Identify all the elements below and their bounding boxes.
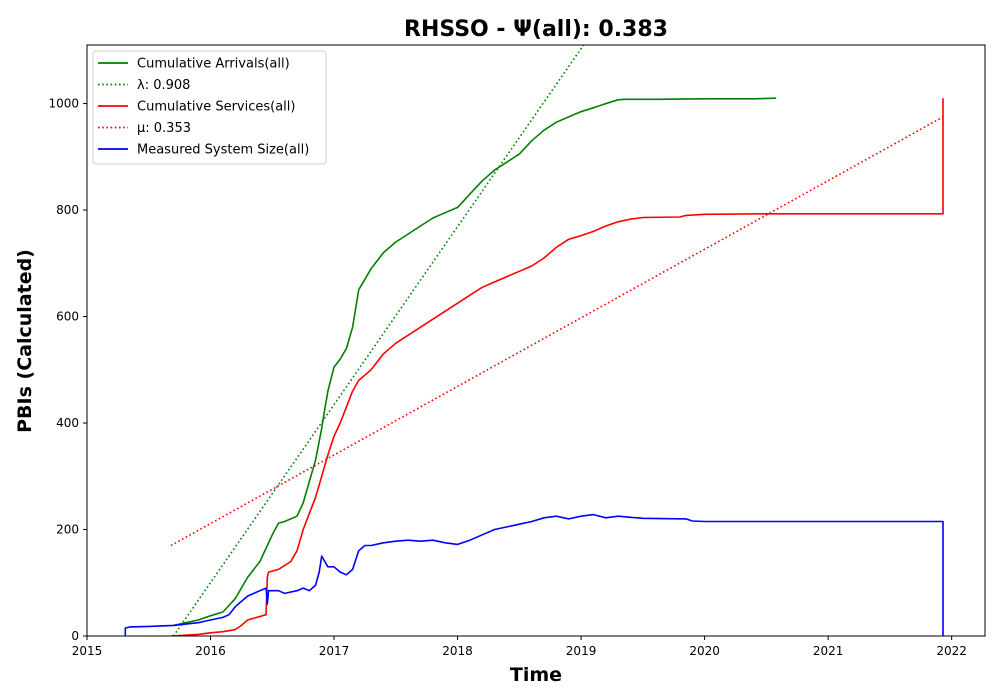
plot-frame [86, 44, 986, 637]
legend: Cumulative Arrivals(all) λ: 0.908 Cumulati… [92, 50, 327, 165]
chart-title: RHSSO - Ψ(all): 0.383 [404, 17, 668, 42]
series-line-2 [170, 98, 944, 636]
x-tick-label: 2018 [442, 644, 473, 658]
plot-area [124, 45, 944, 636]
legend-label: Cumulative Services(all) [137, 100, 295, 115]
y-tick-label: 200 [56, 523, 79, 537]
series-line-3 [170, 116, 944, 547]
y-tick-label: 600 [56, 310, 79, 324]
x-tick-label: 2020 [689, 644, 720, 658]
legend-label: Measured System Size(all) [137, 143, 309, 158]
x-tick-label: 2017 [319, 644, 350, 658]
series-line-0 [173, 97, 777, 627]
axis-ticks: 2015 2016 2017 2018 2019 2020 2021 2022 0 200 400 6… [48, 97, 966, 658]
legend-label: λ: 0.908 [137, 78, 190, 93]
x-tick-label: 2019 [566, 644, 597, 658]
y-tick-label: 400 [56, 416, 79, 430]
legend-label: μ: 0.353 [137, 121, 191, 136]
legend-label: Cumulative Arrivals(all) [137, 57, 290, 72]
y-axis-label: PBIs (Calculated) [14, 249, 36, 433]
y-tick-label: 800 [56, 203, 79, 217]
x-axis-label: Time [510, 664, 562, 686]
x-tick-label: 2021 [813, 644, 844, 658]
legend-box [92, 50, 327, 165]
y-tick-label: 1000 [48, 97, 79, 111]
x-tick-label: 2015 [72, 644, 103, 658]
series-line-4 [124, 513, 944, 636]
x-tick-label: 2022 [936, 644, 967, 658]
y-tick-label: 0 [71, 629, 79, 643]
x-tick-label: 2016 [195, 644, 226, 658]
